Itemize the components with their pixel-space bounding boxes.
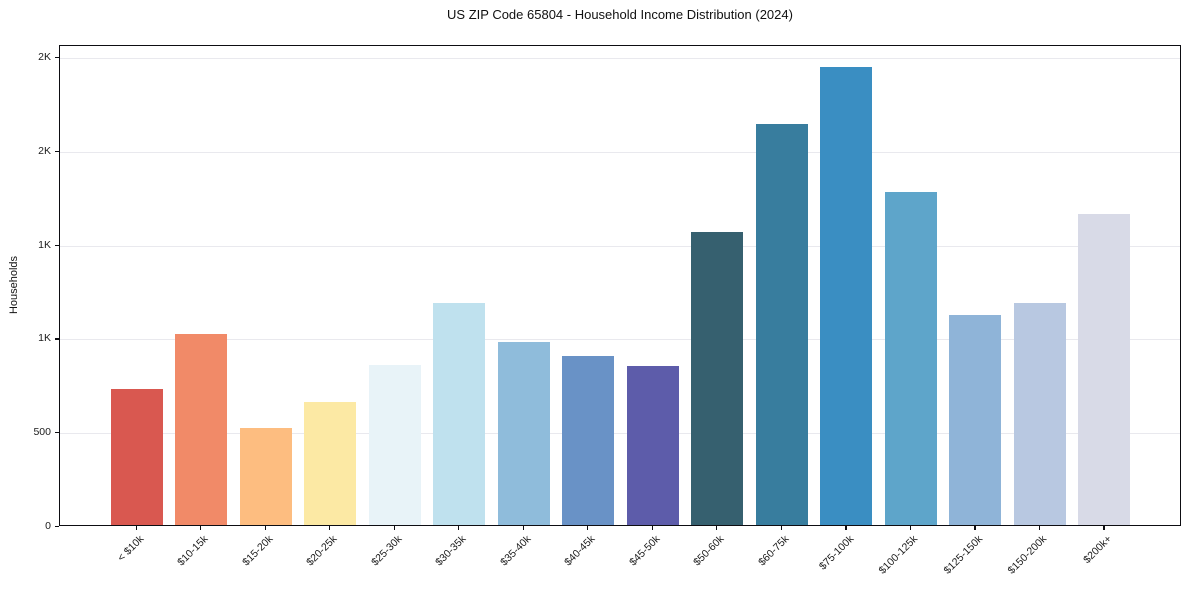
bar xyxy=(433,302,486,525)
gridline xyxy=(60,339,1180,341)
x-tick-mark xyxy=(522,526,524,530)
x-tick-mark xyxy=(974,526,976,530)
y-axis-label: Households xyxy=(8,255,20,315)
y-tick-mark xyxy=(54,150,59,152)
y-tick-mark xyxy=(54,338,59,340)
bar xyxy=(884,192,937,525)
y-tick-label: 2K xyxy=(38,51,51,63)
bar xyxy=(1013,302,1066,525)
x-tick-label-text: $125-150k xyxy=(941,533,985,577)
y-tick-label: 1K xyxy=(38,332,51,345)
bar xyxy=(949,314,1002,525)
x-tick-label-text: $25-30k xyxy=(368,533,405,569)
x-tick-mark xyxy=(845,526,847,530)
x-tick-mark xyxy=(780,526,782,530)
x-tick-label-text: < $10k xyxy=(114,533,146,564)
x-tick-label-text: $10-15k xyxy=(175,533,211,569)
y-tick-mark xyxy=(54,244,59,246)
gridline xyxy=(60,58,1180,59)
gridline xyxy=(60,151,1180,153)
x-tick-mark xyxy=(135,526,137,530)
x-tick-mark xyxy=(264,526,266,530)
y-tick-mark xyxy=(54,432,59,434)
x-tick-label-text: $150-200k xyxy=(1005,533,1050,577)
x-tick-label-text: $15-20k xyxy=(239,533,276,569)
x-tick-mark xyxy=(1103,526,1105,530)
plot-area xyxy=(59,45,1181,526)
bar xyxy=(239,428,292,525)
x-tick-mark xyxy=(200,526,202,530)
x-tick-mark xyxy=(716,526,718,530)
bar xyxy=(497,342,550,525)
bar xyxy=(691,232,744,525)
x-tick-mark xyxy=(909,526,912,530)
bar xyxy=(755,123,808,525)
x-tick-mark xyxy=(651,526,653,530)
x-tick-label-text: $30-35k xyxy=(433,533,469,569)
y-tick-label: 1K xyxy=(38,238,51,251)
gridline xyxy=(60,433,1180,435)
gridline xyxy=(60,245,1180,247)
bar xyxy=(820,67,873,525)
bar xyxy=(1078,213,1131,525)
x-tick-mark xyxy=(329,526,331,530)
bar xyxy=(110,389,163,525)
x-tick-label-text: $50-60k xyxy=(691,533,727,569)
chart-title: US ZIP Code 65804 - Household Income Dis… xyxy=(447,7,793,22)
x-tick-label-text: $35-40k xyxy=(497,533,534,569)
x-tick-label-text: $200k+ xyxy=(1080,533,1114,567)
y-tick-mark xyxy=(54,526,59,528)
x-tick-mark xyxy=(458,526,460,530)
x-tick-mark xyxy=(1038,526,1041,530)
y-tick-label: 500 xyxy=(33,426,51,439)
y-tick-mark xyxy=(54,57,59,59)
x-tick-label-text: $40-45k xyxy=(562,533,598,569)
bar xyxy=(562,356,615,525)
x-tick-label-text: $60-75k xyxy=(755,533,792,569)
x-tick-label-text: $20-25k xyxy=(304,533,340,569)
bar xyxy=(304,402,357,525)
y-tick-label: 2K xyxy=(38,144,51,157)
x-tick-label-text: $45-50k xyxy=(626,533,663,569)
bar xyxy=(626,365,679,525)
x-tick-mark xyxy=(393,526,395,530)
bar xyxy=(175,333,228,525)
bar xyxy=(368,364,421,525)
x-tick-label-text: $100-125k xyxy=(876,533,921,577)
x-tick-mark xyxy=(587,526,589,530)
y-tick-label: 0 xyxy=(45,520,51,532)
x-tick-label-text: $75-100k xyxy=(816,533,856,573)
